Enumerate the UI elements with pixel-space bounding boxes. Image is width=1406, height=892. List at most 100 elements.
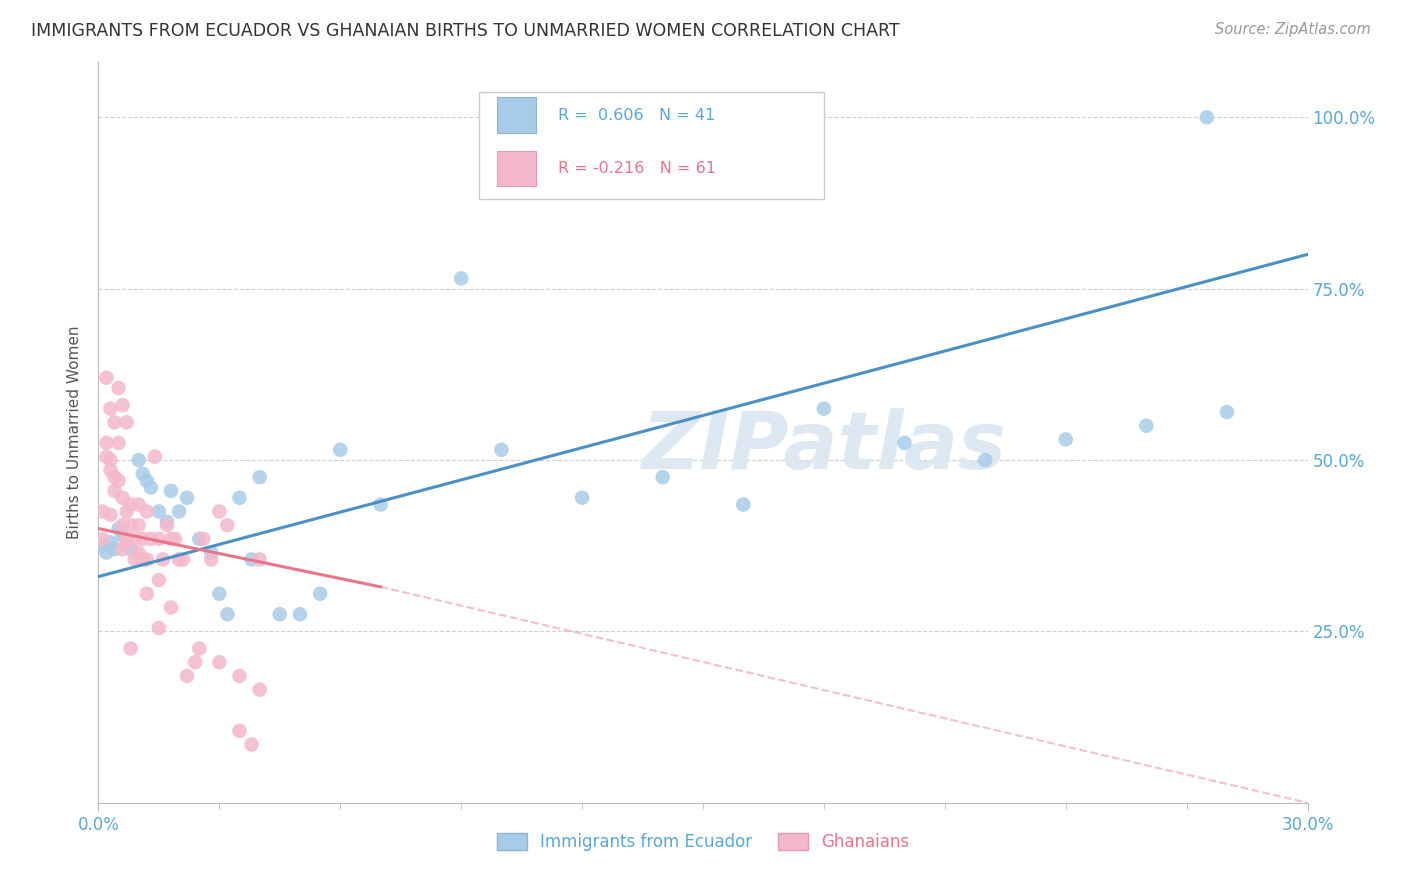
Point <box>240 738 263 752</box>
Text: ZIPatlas: ZIPatlas <box>641 409 1007 486</box>
Point <box>370 498 392 512</box>
Point <box>651 470 673 484</box>
Point <box>91 504 114 518</box>
Point <box>107 522 129 536</box>
Point <box>107 474 129 488</box>
Point <box>120 518 142 533</box>
Point <box>128 453 150 467</box>
Point <box>111 398 134 412</box>
Point <box>269 607 291 622</box>
Point <box>96 450 118 464</box>
Point <box>120 498 142 512</box>
Point <box>450 271 472 285</box>
Y-axis label: Births to Unmarried Women: Births to Unmarried Women <box>67 326 83 540</box>
Bar <box>498 151 536 186</box>
Point <box>228 723 250 738</box>
Point <box>115 535 138 549</box>
Point <box>91 532 114 546</box>
Point <box>163 532 186 546</box>
Text: R = -0.216   N = 61: R = -0.216 N = 61 <box>558 161 716 176</box>
Point <box>208 587 231 601</box>
Point <box>974 453 997 467</box>
Legend: Immigrants from Ecuador, Ghanaians: Immigrants from Ecuador, Ghanaians <box>491 826 915 857</box>
Point <box>128 498 150 512</box>
Point <box>96 545 118 559</box>
Point <box>96 436 118 450</box>
Point <box>111 518 134 533</box>
Point <box>139 532 162 546</box>
Point <box>249 470 271 484</box>
Point <box>288 607 311 622</box>
Point <box>148 621 170 635</box>
Point <box>1216 405 1239 419</box>
Point <box>115 535 138 549</box>
Point <box>115 415 138 429</box>
Point <box>167 504 190 518</box>
Point <box>491 442 513 457</box>
Point <box>103 470 125 484</box>
Point <box>120 542 142 557</box>
Point <box>103 483 125 498</box>
Point <box>135 587 157 601</box>
Point <box>139 480 162 494</box>
Point <box>329 442 352 457</box>
Point <box>111 542 134 557</box>
Point <box>208 655 231 669</box>
Point <box>115 532 138 546</box>
Point <box>571 491 593 505</box>
Point <box>135 552 157 566</box>
Point <box>135 474 157 488</box>
Point <box>200 545 222 559</box>
Point <box>1195 110 1218 124</box>
Point <box>124 532 146 546</box>
Point <box>135 504 157 518</box>
FancyBboxPatch shape <box>479 92 824 200</box>
Point <box>124 552 146 566</box>
Point <box>217 518 239 533</box>
Point <box>176 669 198 683</box>
Point <box>733 498 755 512</box>
Bar <box>498 97 536 133</box>
Point <box>160 483 183 498</box>
Point <box>100 453 122 467</box>
Point <box>172 552 194 566</box>
Point <box>132 532 155 546</box>
Point <box>103 542 125 557</box>
Point <box>309 587 332 601</box>
Point <box>111 528 134 542</box>
Point <box>176 491 198 505</box>
Point <box>152 552 174 566</box>
Point <box>100 508 122 522</box>
Point <box>249 552 271 566</box>
Point <box>160 532 183 546</box>
Point <box>132 552 155 566</box>
Point <box>184 655 207 669</box>
Point <box>156 515 179 529</box>
Point <box>143 450 166 464</box>
Point <box>167 552 190 566</box>
Point <box>107 381 129 395</box>
Point <box>160 600 183 615</box>
Point <box>91 539 114 553</box>
Text: IMMIGRANTS FROM ECUADOR VS GHANAIAN BIRTHS TO UNMARRIED WOMEN CORRELATION CHART: IMMIGRANTS FROM ECUADOR VS GHANAIAN BIRT… <box>31 22 900 40</box>
Point <box>128 518 150 533</box>
Point <box>893 436 915 450</box>
Point <box>148 573 170 587</box>
Point <box>200 552 222 566</box>
Point <box>96 371 118 385</box>
Point <box>156 518 179 533</box>
Point <box>115 504 138 518</box>
Point <box>228 669 250 683</box>
Point <box>193 532 215 546</box>
Point <box>188 532 211 546</box>
Point <box>240 552 263 566</box>
Point <box>120 641 142 656</box>
Point <box>128 545 150 559</box>
Point <box>100 535 122 549</box>
Point <box>217 607 239 622</box>
Point <box>1135 418 1157 433</box>
Point <box>813 401 835 416</box>
Point <box>103 415 125 429</box>
Point <box>132 467 155 481</box>
Text: R =  0.606   N = 41: R = 0.606 N = 41 <box>558 108 716 122</box>
